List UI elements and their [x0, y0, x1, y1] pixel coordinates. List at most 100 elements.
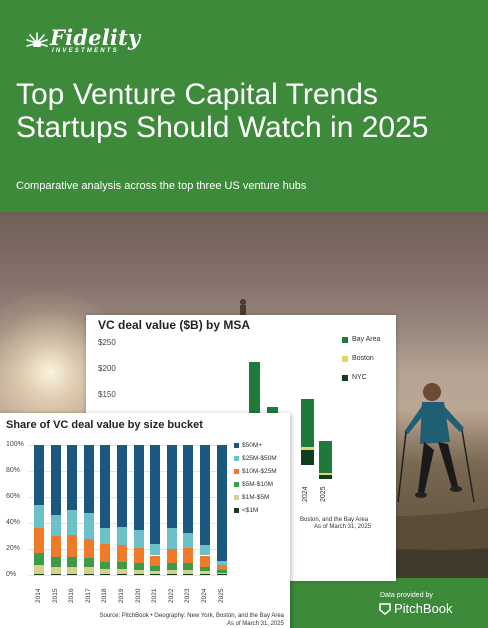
bar-segment-lt1m: [216, 574, 227, 575]
legend-label: $10M-$25M: [242, 468, 277, 475]
y-tick-label: 100%: [6, 441, 24, 448]
sunburst-logo-icon: [26, 32, 48, 54]
bar-segment-lt1m: [117, 573, 127, 575]
bar-segment-1m-5m: [117, 568, 127, 574]
bar-segment-10m-25m: [50, 536, 61, 557]
bar-segment-25m-50m: [216, 561, 227, 566]
bar-segment-1m-5m: [150, 571, 161, 574]
bar-segment-5m-10m: [200, 567, 210, 572]
fidelity-logo: Fidelity INVESTMENTS: [26, 27, 140, 54]
bar-segment-10m-25m: [117, 545, 127, 562]
bar-segment-1m-5m: [50, 567, 61, 574]
bar-segment-50m-plus: [50, 445, 61, 516]
x-tick-label: 2025: [320, 486, 327, 502]
x-tick-label: 2021: [151, 588, 159, 603]
bar-segment-lt1m: [67, 573, 78, 575]
gridline: [28, 445, 228, 446]
x-tick-label: 2016: [68, 588, 76, 603]
bar-segment-50m-plus: [117, 445, 127, 527]
bar-segment-1m-5m: [183, 569, 194, 574]
pitchbook-mark-icon: [379, 602, 391, 615]
bar-segment-25m-50m: [83, 512, 94, 539]
bar-boston-2024: [301, 447, 314, 450]
hiker-figure: [397, 383, 475, 503]
bar-segment-10m-25m: [150, 555, 161, 566]
bar-segment-lt1m: [50, 573, 61, 575]
logo-subtext: INVESTMENTS: [52, 48, 119, 54]
bar-segment-50m-plus: [34, 445, 44, 505]
bar-segment-lt1m: [133, 573, 144, 575]
x-tick-label: 2022: [167, 588, 175, 603]
bar-segment-10m-25m: [83, 538, 94, 559]
chart-footnote: Boston, and the Bay Area: [300, 517, 369, 523]
bar-segment-10m-25m: [216, 565, 227, 571]
bar-boston-2025: [319, 473, 332, 475]
x-tick-label: 2020: [134, 588, 142, 603]
gridline: [28, 471, 228, 472]
bar-segment-25m-50m: [100, 528, 111, 544]
bar-segment-25m-50m: [117, 526, 127, 546]
bar-segment-25m-50m: [67, 510, 78, 535]
bar-segment-1m-5m: [216, 573, 227, 575]
bar-segment-50m-plus: [100, 445, 111, 529]
bar-segment-1m-5m: [67, 567, 78, 574]
bar-segment-5m-10m: [216, 570, 227, 574]
chart-title: Share of VC deal value by size bucket: [6, 419, 203, 431]
bar-segment-25m-50m: [50, 515, 61, 536]
bar-segment-25m-50m: [200, 545, 210, 556]
chart-footnote: As of March 31, 2025: [314, 524, 372, 530]
bar-segment-5m-10m: [100, 562, 111, 569]
legend-item: $1M-$5M: [234, 494, 269, 501]
legend-label: $5M-$10M: [242, 481, 274, 488]
legend-item: $5M-$10M: [234, 481, 273, 488]
bar-segment-50m-plus: [83, 445, 94, 513]
y-tick-label: 20%: [6, 545, 21, 552]
page-subtitle: Comparative analysis across the top thre…: [16, 180, 307, 192]
bar-segment-10m-25m: [200, 555, 210, 568]
bar-segment-5m-10m: [34, 552, 44, 565]
bar-bay-area: [249, 362, 260, 422]
title-line-1: Top Venture Capital Trends: [16, 78, 378, 111]
bar-segment-lt1m: [150, 573, 161, 575]
bar-segment-lt1m: [83, 573, 94, 575]
bar-segment-lt1m: [200, 573, 210, 575]
gridline: [28, 523, 228, 524]
bar-segment-5m-10m: [183, 563, 194, 570]
legend-label: $50M+: [242, 442, 263, 449]
x-tick-label: 2024: [201, 588, 208, 603]
gridline: [28, 575, 228, 576]
bar-segment-5m-10m: [67, 556, 78, 568]
x-tick-label: 2014: [35, 588, 42, 603]
bar-segment-1m-5m: [100, 568, 111, 574]
bar-bay-area-2024: [301, 399, 314, 447]
bar-nyc-2024: [301, 450, 314, 465]
legend-label: NYC: [352, 374, 367, 381]
header-band: [0, 0, 488, 212]
legend-item: NYC: [342, 374, 367, 381]
bar-segment-5m-10m: [166, 563, 177, 570]
bar-segment-5m-10m: [83, 558, 94, 568]
x-tick-label: 2025: [217, 588, 225, 603]
bar-segment-25m-50m: [34, 504, 44, 529]
y-tick-label: $150: [98, 390, 116, 399]
legend-item: Bay Area: [342, 336, 380, 343]
bar-segment-5m-10m: [50, 556, 61, 568]
y-tick-label: $200: [98, 364, 116, 373]
bar-segment-lt1m: [34, 573, 44, 575]
legend-item: $25M-$50M: [234, 455, 277, 462]
chart-footnote: Source: PitchBook • Geography: New York,…: [99, 613, 284, 619]
bar-segment-10m-25m: [166, 549, 177, 564]
bar-segment-50m-plus: [133, 445, 144, 530]
legend-label: Bay Area: [352, 336, 381, 343]
pitchbook-name: PitchBook: [394, 601, 453, 616]
bar-segment-10m-25m: [67, 534, 78, 557]
bar-segment-1m-5m: [200, 571, 210, 574]
bar-segment-25m-50m: [133, 529, 144, 548]
bar-segment-lt1m: [166, 573, 177, 575]
bar-segment-50m-plus: [183, 445, 194, 534]
bar-segment-25m-50m: [183, 533, 194, 548]
y-tick-label: 60%: [6, 493, 21, 500]
page-title: Top Venture Capital Trends Startups Shou…: [16, 78, 428, 144]
legend-item: $50M+: [234, 442, 262, 449]
x-tick-label: 2024: [302, 486, 309, 502]
